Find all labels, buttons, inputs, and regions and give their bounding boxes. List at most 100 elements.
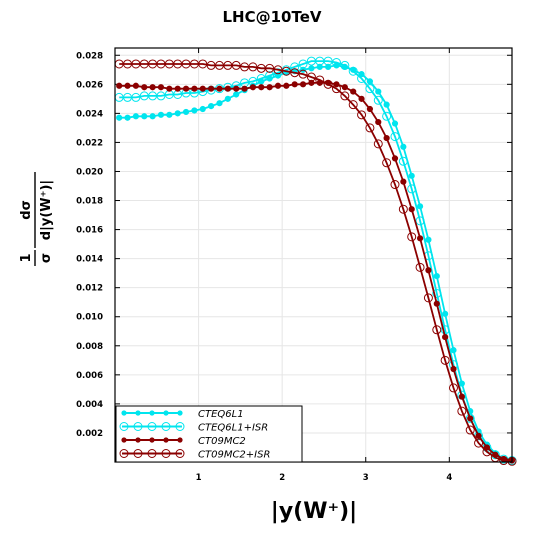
x-tick-label: 4 xyxy=(446,473,452,483)
y-axis-label: 1 σ dσ d|y(W⁺)| xyxy=(19,172,54,266)
plot-frame xyxy=(114,47,513,463)
series-cteq6l1 xyxy=(116,62,516,464)
x-tick-label: 1 xyxy=(196,473,202,483)
data-point xyxy=(182,85,190,92)
legend-marker xyxy=(119,422,129,431)
data-point xyxy=(400,143,407,150)
data-point xyxy=(407,184,417,194)
legend-marker xyxy=(163,437,169,443)
legend-marker xyxy=(133,422,143,431)
data-point xyxy=(291,81,298,88)
data-point xyxy=(124,114,131,121)
y-label-denominator: d|y(W⁺)| xyxy=(39,180,54,240)
data-point xyxy=(132,113,139,120)
y-tick-label: 0.020 xyxy=(76,167,103,177)
data-point xyxy=(474,438,484,448)
data-point xyxy=(415,262,425,272)
data-point xyxy=(366,105,374,113)
data-point xyxy=(415,216,425,226)
legend-marker xyxy=(149,410,155,416)
data-point xyxy=(448,383,458,393)
y-tick-label: 0.012 xyxy=(76,284,103,294)
data-point xyxy=(216,85,223,92)
data-point xyxy=(315,75,325,85)
data-point xyxy=(383,101,390,108)
data-point xyxy=(290,68,300,78)
y-tick-label: 0.016 xyxy=(76,226,103,236)
data-point xyxy=(249,84,257,91)
data-point xyxy=(373,139,383,149)
legend-marker xyxy=(119,449,129,458)
data-point xyxy=(182,108,190,116)
data-point xyxy=(475,432,482,439)
y-tick-label: 0.022 xyxy=(76,138,103,148)
data-point xyxy=(132,82,139,89)
data-point xyxy=(382,158,392,168)
data-point xyxy=(323,79,333,89)
data-point xyxy=(390,180,400,190)
legend-marker xyxy=(177,437,183,443)
legend-marker xyxy=(147,449,157,458)
data-point xyxy=(256,74,266,84)
x-axis-label: |y(W⁺)| xyxy=(271,499,357,524)
data-point xyxy=(149,113,156,120)
legend-marker xyxy=(175,422,185,431)
data-point xyxy=(323,56,333,66)
data-point xyxy=(375,88,382,95)
data-point xyxy=(450,347,457,354)
data-point xyxy=(281,66,291,76)
data-point xyxy=(383,134,390,142)
y-label-one: 1 xyxy=(19,253,34,262)
data-point xyxy=(298,59,308,69)
data-point xyxy=(258,84,265,91)
data-point xyxy=(440,355,450,365)
data-point xyxy=(166,85,173,92)
y-tick-label: 0.004 xyxy=(76,400,103,410)
y-axis-ticks: 0.002 0.004 0.006 0.008 0.010 0.012 0.014 0.016… xyxy=(76,51,512,439)
data-point xyxy=(432,288,442,298)
data-point xyxy=(423,293,433,303)
data-point xyxy=(341,84,348,91)
data-point xyxy=(325,63,332,70)
data-point xyxy=(156,91,166,101)
y-tick-label: 0.014 xyxy=(76,255,103,265)
data-point xyxy=(382,111,392,121)
data-point xyxy=(331,84,341,94)
series-group xyxy=(114,56,517,466)
data-point xyxy=(348,100,358,110)
data-point xyxy=(400,178,407,185)
data-point xyxy=(357,74,367,84)
legend-marker xyxy=(133,449,143,458)
data-point xyxy=(141,84,148,91)
legend-entry: CTEQ6L1 xyxy=(121,409,244,420)
y-tick-label: 0.028 xyxy=(76,51,103,61)
data-point xyxy=(231,60,241,70)
data-point xyxy=(425,267,432,274)
data-point xyxy=(273,68,283,78)
data-point xyxy=(391,155,399,162)
data-point xyxy=(131,92,141,102)
data-point xyxy=(157,111,165,118)
y-tick-label: 0.008 xyxy=(76,342,103,352)
legend-marker xyxy=(177,410,183,416)
legend-marker xyxy=(149,437,155,443)
data-point xyxy=(357,110,367,120)
data-point xyxy=(299,81,307,88)
data-point xyxy=(283,82,290,89)
data-point xyxy=(266,84,273,91)
data-point xyxy=(308,79,315,86)
data-point xyxy=(191,107,198,114)
data-point xyxy=(208,103,215,110)
data-point xyxy=(425,236,432,243)
data-point xyxy=(408,172,415,179)
legend-label: CT09MC2 xyxy=(198,436,246,447)
legend: CTEQ6L1 CTEQ6L1+ISR CT09MC2 CT09MC2+ISR xyxy=(115,405,303,463)
data-point xyxy=(442,310,449,317)
legend-marker xyxy=(161,422,171,431)
y-label-sigma: σ xyxy=(39,253,54,263)
y-label-dsigma: dσ xyxy=(19,200,34,219)
data-point xyxy=(340,91,350,101)
data-point xyxy=(391,120,399,127)
